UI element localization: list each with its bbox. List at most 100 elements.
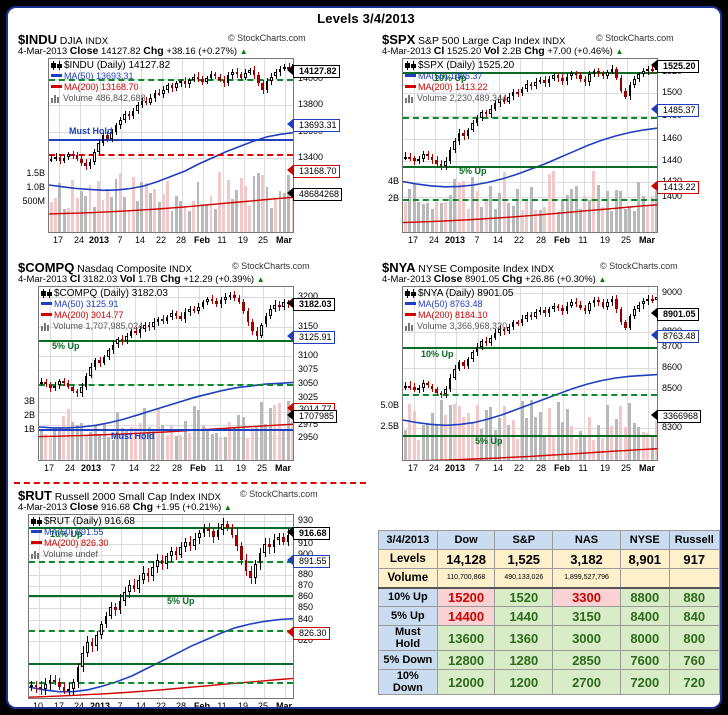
- candle-body: [403, 385, 407, 388]
- x-axis-tick: 17: [407, 235, 418, 245]
- gridline-v: [92, 287, 93, 460]
- candle-body: [183, 312, 187, 319]
- candle-body: [516, 92, 519, 95]
- table-cell: 8800: [619, 587, 670, 607]
- candle-body: [529, 314, 533, 317]
- legend-ma50-rut: MA(50) 891.55: [31, 527, 135, 538]
- candle-body: [170, 85, 174, 88]
- chart-legend-spx: $SPX (Daily) 1525.20 MA(50) 1485.37 MA(200…: [405, 60, 514, 104]
- volume-bar: [80, 422, 84, 460]
- candle-body: [152, 322, 155, 327]
- y-axis-tick: 870: [298, 580, 314, 590]
- volume-bar: [235, 189, 239, 232]
- candle-body: [147, 324, 151, 327]
- volume-bar: [565, 408, 569, 460]
- plot-area-compq[interactable]: 5% Up Must Hold: [38, 286, 294, 461]
- quote-vol-value-spx: 2.2B: [502, 46, 522, 57]
- x-axis-tick: 22: [513, 235, 524, 245]
- candle-body: [574, 73, 578, 76]
- price-flag-point: [287, 119, 293, 129]
- volume-bar: [547, 173, 551, 232]
- volume-bar: [291, 420, 293, 460]
- zone-label: 5% Up: [167, 596, 195, 606]
- gridline-h: [29, 586, 293, 587]
- table-cell: 3,182: [552, 549, 621, 569]
- candle-body: [165, 316, 169, 322]
- candle-body: [547, 78, 551, 84]
- table-header-row: 3/4/2013 Dow S&P NAS NYSE Russell: [378, 530, 720, 550]
- candle-body: [235, 72, 238, 75]
- volume-bar: [561, 200, 565, 232]
- gridline-v: [203, 515, 204, 698]
- volume-bar: [67, 208, 70, 232]
- volume-axis-tick: 1.5B: [26, 168, 45, 178]
- candle-body: [552, 305, 555, 309]
- volume-bar: [261, 174, 265, 232]
- volume-bar: [525, 418, 529, 460]
- candle-body: [205, 77, 208, 83]
- row-label: Volume: [378, 568, 438, 589]
- candle-body: [502, 98, 506, 102]
- table-header-cell: Dow: [436, 530, 496, 550]
- x-axis-tick: 14: [128, 463, 139, 473]
- chart-header-compq: $COMPQ Nasdaq Composite INDX: [18, 260, 192, 275]
- volume-bar: [161, 425, 165, 460]
- gridline-v: [264, 515, 265, 698]
- volume-bar: [471, 177, 475, 232]
- x-axis-tick: 7: [474, 235, 480, 245]
- candle-body: [534, 82, 537, 87]
- candle-body: [242, 302, 245, 312]
- price-flag: 48684268: [293, 188, 343, 201]
- gridline-v: [414, 287, 415, 460]
- candle-body: [188, 542, 192, 546]
- quote-chg-label-indu: Chg: [143, 45, 164, 57]
- x-axis-tick: 22: [155, 701, 166, 709]
- candle-body: [225, 524, 229, 528]
- x-axis-tick: 25: [620, 235, 631, 245]
- candle-body: [258, 552, 262, 564]
- candle-body: [62, 157, 66, 161]
- x-axis-tick: 28: [171, 463, 182, 473]
- y-axis-tick: 900: [298, 549, 314, 559]
- candle-body: [215, 301, 218, 305]
- x-axis-tick: 14: [135, 701, 146, 709]
- candle-body: [111, 344, 115, 351]
- x-axis-tick: 25: [620, 463, 631, 473]
- table-cell: 1200: [494, 669, 554, 695]
- y-axis-tick: 910: [298, 538, 314, 548]
- levels-table: 3/4/2013 Dow S&P NAS NYSE Russell Levels 14,128…: [378, 530, 720, 695]
- volume-bar: [641, 196, 645, 232]
- candle-body: [457, 362, 461, 369]
- candle-body: [277, 536, 281, 541]
- candle-body: [67, 154, 70, 158]
- plot-area-nya[interactable]: 10% Up 5% Up: [402, 286, 658, 461]
- table-cell: 8000: [619, 625, 670, 651]
- chart-panel-rut: $RUT Russell 2000 Small Cap Index INDX © …: [14, 488, 366, 709]
- candle-body: [183, 542, 187, 548]
- chart-index-tag-spx: INDX: [542, 36, 566, 47]
- volume-bar: [610, 210, 614, 232]
- table-cell: 14400: [436, 606, 496, 626]
- chart-quote-nya: 4-Mar-2013 Close 8901.05 Chg +26.86 (+0.…: [382, 273, 606, 285]
- table-cell: 1280: [494, 650, 554, 670]
- volume-bar: [129, 426, 133, 460]
- gridline-v: [284, 287, 285, 460]
- volume-bar: [587, 199, 591, 232]
- volume-bars-icon: [405, 322, 415, 331]
- price-flag: 13168.70: [293, 165, 340, 178]
- volume-bar: [255, 426, 259, 460]
- volume-bar: [587, 416, 591, 460]
- volume-bar: [218, 172, 221, 232]
- table-cell: 3000: [552, 625, 621, 651]
- price-flag: 916.68: [293, 527, 330, 540]
- candle-body: [606, 302, 609, 307]
- level-line-solid-g: [39, 340, 293, 342]
- quote-chg-label-compq: Chg: [160, 273, 181, 285]
- candle-body: [66, 383, 70, 387]
- volume-bar: [170, 210, 174, 232]
- candle-body: [166, 85, 169, 90]
- candle-body: [44, 382, 48, 385]
- candle-body: [120, 338, 124, 342]
- candle-body: [633, 309, 636, 316]
- candle-body: [209, 74, 213, 78]
